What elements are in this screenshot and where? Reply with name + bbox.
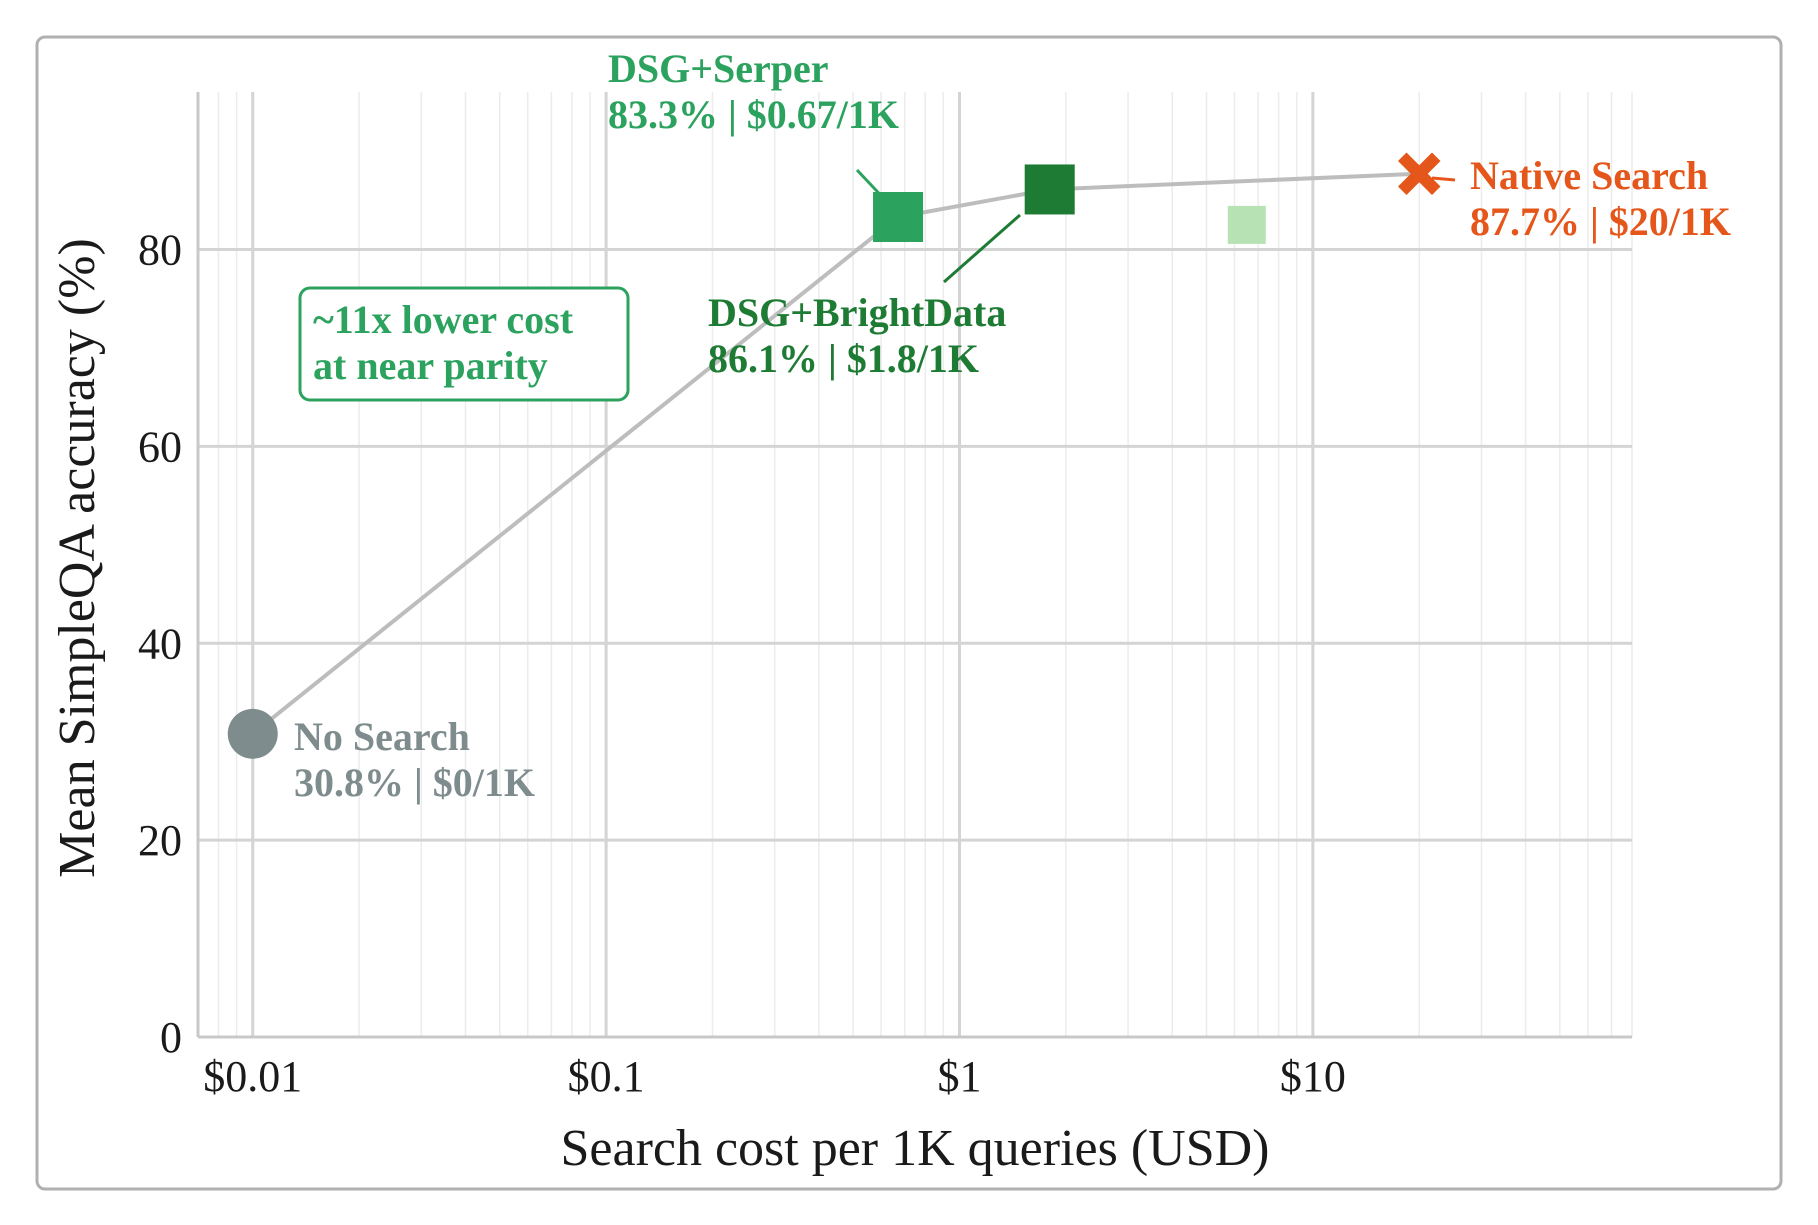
pareto-frontier [251,171,1420,736]
y-tick-label: 0 [160,1013,182,1062]
tick-labels: $0.01 $0.1 $1 $10 0 20 40 60 80 [138,226,1346,1102]
callout-line-1: ~11x lower cost [313,297,574,342]
point-no-search [227,708,278,759]
leader-line [1431,176,1456,182]
point-value-label: 86.1% | $1.8/1K [708,336,979,381]
major-gridlines [198,92,1632,1037]
callout-line-2: at near parity [313,343,548,388]
x-tick-label: $0.01 [203,1052,302,1101]
point-name-label: DSG+Serper [608,46,829,91]
callout-box: ~11x lower cost at near parity [298,286,630,402]
point-native-search [1398,152,1441,195]
point-unlabeled [1227,205,1266,244]
x-axis-title: Search cost per 1K queries (USD) [560,1120,1269,1177]
point-value-label: 30.8% | $0/1K [294,760,535,805]
point-name-label: DSG+BrightData [708,290,1006,335]
callout-frame [298,286,630,402]
point-value-label: 87.7% | $20/1K [1470,199,1731,244]
point-name-label: No Search [294,714,470,759]
axes [196,92,1632,1039]
point-value-label: 83.3% | $0.67/1K [608,92,899,137]
point-dsg-brightdata [1024,164,1075,215]
frontier-line [251,171,1420,736]
y-tick-label: 60 [138,422,182,471]
leader-line [943,213,1021,284]
x-tick-label: $1 [937,1052,981,1101]
x-tick-label: $10 [1280,1052,1346,1101]
y-tick-label: 80 [138,226,182,275]
y-tick-label: 40 [138,619,182,668]
data-points [227,152,1441,759]
x-tick-label: $0.1 [568,1052,645,1101]
y-axis-title: Mean SimpleQA accuracy (%) [49,238,106,878]
x-marker-stroke [1398,152,1441,195]
y-tick-label: 20 [138,816,182,865]
point-dsg-serper [873,192,924,243]
point-name-label: Native Search [1470,153,1708,198]
